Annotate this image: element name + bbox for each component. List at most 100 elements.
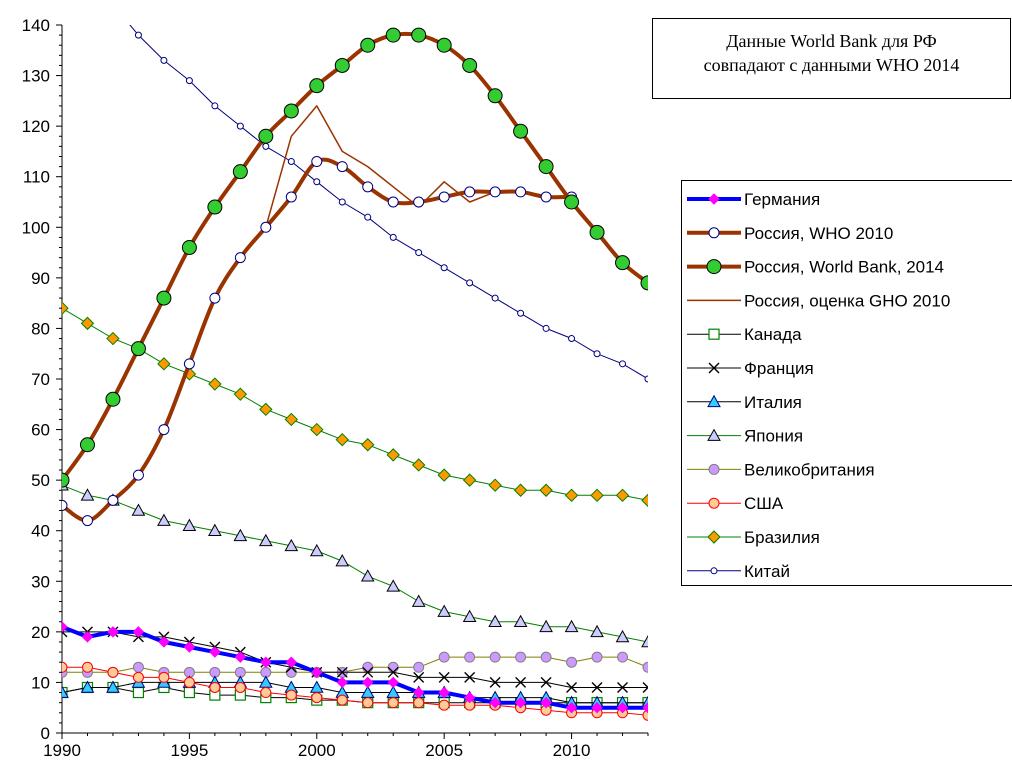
data-point (183, 358, 195, 370)
data-point (79, 437, 95, 453)
data-point (364, 213, 372, 221)
data-point (62, 621, 68, 633)
data-point (540, 696, 552, 709)
data-point (517, 309, 525, 317)
data-point (234, 651, 247, 663)
y-tick-label: 30 (31, 572, 50, 591)
data-point (207, 199, 223, 215)
data-point (360, 685, 375, 698)
series-line (129, 25, 648, 380)
data-point (437, 468, 451, 482)
legend-marker (708, 463, 720, 475)
data-point (589, 224, 605, 240)
data-point (283, 103, 299, 119)
data-point (132, 661, 144, 673)
legend-label: Германия (744, 190, 820, 209)
data-point (411, 458, 426, 472)
data-point (438, 191, 450, 203)
data-point (335, 554, 350, 567)
data-point (362, 181, 374, 193)
data-point (336, 161, 348, 173)
data-point (440, 264, 448, 272)
data-point (258, 128, 274, 144)
legend-label: США (744, 494, 784, 513)
data-point (183, 676, 195, 688)
data-point (515, 676, 527, 688)
data-point (311, 156, 323, 168)
data-point (619, 360, 627, 368)
data-point (285, 191, 297, 203)
y-tick-label: 80 (31, 319, 50, 338)
legend-entry: Италия (687, 393, 802, 412)
data-point (284, 538, 299, 552)
data-point (360, 569, 375, 582)
axes: 0 10 20 30 40 50 60 70 80 90 100 110 120 130 140 1990 19… (22, 16, 649, 760)
data-point (209, 646, 221, 658)
series-line (62, 631, 648, 688)
data-point (233, 528, 248, 542)
data-point (615, 255, 631, 271)
data-point (413, 196, 425, 208)
data-point (564, 619, 579, 633)
data-point (285, 689, 297, 701)
data-point (515, 651, 527, 663)
series-line (62, 307, 648, 501)
data-point (436, 37, 452, 53)
annotation-line-1: Данные World Bank для РФ (726, 31, 937, 51)
data-point (132, 626, 145, 638)
data-point (488, 614, 502, 628)
legend-entry: Китай (687, 562, 790, 581)
y-tick-label: 20 (31, 623, 50, 642)
data-point (438, 651, 450, 663)
data-point (211, 102, 219, 110)
legend-label: Россия, оценка GHO 2010 (744, 291, 950, 310)
data-point (260, 687, 272, 699)
legend-label: Франция (744, 359, 814, 378)
legend-entry: Германия (687, 190, 820, 209)
data-point (640, 275, 648, 291)
data-point (438, 699, 450, 711)
annotation-box: Данные World Bank для РФ совпадают с дан… (652, 18, 1011, 99)
data-point (160, 56, 168, 64)
data-point (338, 198, 346, 206)
data-point (311, 692, 323, 704)
data-point (81, 631, 94, 643)
data-point (387, 661, 399, 673)
legend-label: Бразилия (744, 528, 820, 547)
data-point (438, 671, 450, 683)
data-point (362, 661, 374, 673)
data-point (158, 636, 170, 648)
data-point (488, 478, 502, 492)
data-point (107, 494, 119, 506)
legend-marker (708, 328, 720, 340)
legend-entry: Великобритания (687, 460, 875, 479)
series-line (62, 624, 648, 710)
data-point (262, 142, 270, 150)
data-point (260, 221, 272, 233)
data-point (157, 513, 171, 526)
data-point (540, 191, 552, 203)
data-point (642, 702, 648, 714)
legend-label: Россия, WHO 2010 (744, 224, 893, 243)
data-point (538, 159, 554, 175)
annotation-line-2: совпадают с данными WHO 2014 (703, 55, 960, 75)
data-point (487, 88, 503, 104)
data-point (62, 685, 69, 698)
y-tick-label: 130 (22, 67, 50, 86)
data-point (540, 651, 552, 663)
data-point (386, 685, 401, 698)
x-tick-label: 2010 (553, 741, 591, 760)
legend-marker (708, 497, 720, 509)
legend-entry: Бразилия (687, 528, 820, 547)
data-point (644, 375, 648, 383)
series-10 (62, 661, 648, 721)
series-line (265, 105, 496, 228)
data-point (513, 483, 528, 497)
data-point (181, 240, 197, 256)
legend-label: Япония (744, 427, 803, 446)
legend-marker (706, 259, 722, 275)
legend-marker (708, 193, 720, 205)
series-11 (62, 301, 648, 508)
data-point (591, 651, 603, 663)
legend-items: Германия Россия, WHO 2010 Россия, World Ba… (687, 190, 950, 581)
